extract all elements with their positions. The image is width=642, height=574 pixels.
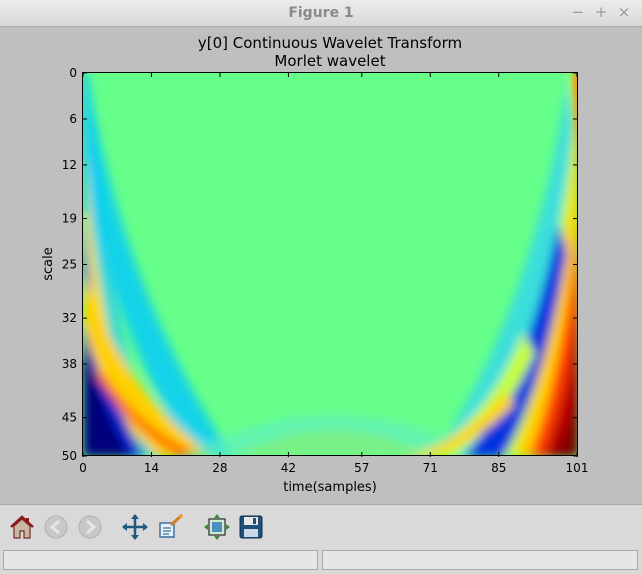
y-tick-label: 45 bbox=[62, 411, 77, 425]
y-tick-label: 32 bbox=[62, 311, 77, 325]
zoom-icon[interactable] bbox=[157, 513, 185, 541]
x-tick-label: 85 bbox=[491, 461, 506, 475]
forward-arrow-icon[interactable] bbox=[76, 513, 104, 541]
plot-title: y[0] Continuous Wavelet Transform bbox=[197, 34, 463, 52]
y-tick-label: 50 bbox=[62, 449, 77, 463]
maximize-button[interactable]: + bbox=[594, 3, 608, 21]
window-title: Figure 1 bbox=[288, 5, 354, 21]
pan-icon[interactable] bbox=[121, 513, 149, 541]
status-bar bbox=[0, 548, 642, 574]
y-tick-label: 6 bbox=[69, 112, 77, 126]
y-axis-label: scale bbox=[41, 247, 56, 281]
y-tick-label: 19 bbox=[62, 212, 77, 226]
x-axis: 0 14 28 42 57 71 85 101 bbox=[79, 72, 588, 475]
x-tick-label: 28 bbox=[212, 461, 227, 475]
x-tick-label: 14 bbox=[144, 461, 159, 475]
y-axis: 0 6 12 19 25 32 38 45 50 bbox=[62, 66, 578, 463]
axes-overlay: 0 14 28 42 57 71 85 101 0 6 12 19 25 32 38 45 50 time(s… bbox=[41, 66, 588, 495]
heatmap-plot[interactable] bbox=[82, 72, 578, 456]
y-tick-label: 38 bbox=[62, 357, 77, 371]
y-tick-label: 12 bbox=[62, 158, 77, 172]
subplots-icon[interactable] bbox=[203, 513, 231, 541]
x-tick-label: 0 bbox=[79, 461, 87, 475]
close-button[interactable]: × bbox=[617, 3, 631, 21]
minimize-button[interactable]: − bbox=[571, 3, 585, 21]
y-tick-label: 0 bbox=[69, 66, 77, 80]
x-tick-label: 42 bbox=[281, 461, 296, 475]
title-bar: Figure 1 − + × bbox=[0, 0, 642, 27]
figure-canvas[interactable]: y[0] Continuous Wavelet Transform Morlet… bbox=[0, 27, 642, 503]
plot-subtitle: Morlet wavelet bbox=[274, 52, 386, 70]
x-tick-label: 57 bbox=[354, 461, 369, 475]
x-tick-label: 71 bbox=[423, 461, 438, 475]
status-coordinates bbox=[322, 550, 638, 570]
status-message bbox=[3, 550, 318, 570]
x-tick-label: 101 bbox=[566, 461, 589, 475]
save-icon[interactable] bbox=[237, 513, 265, 541]
back-arrow-icon[interactable] bbox=[42, 513, 70, 541]
y-tick-label: 25 bbox=[62, 258, 77, 272]
heatmap-image bbox=[83, 73, 577, 455]
x-axis-label: time(samples) bbox=[283, 480, 377, 495]
navigation-toolbar bbox=[0, 504, 642, 549]
home-icon[interactable] bbox=[8, 513, 36, 541]
